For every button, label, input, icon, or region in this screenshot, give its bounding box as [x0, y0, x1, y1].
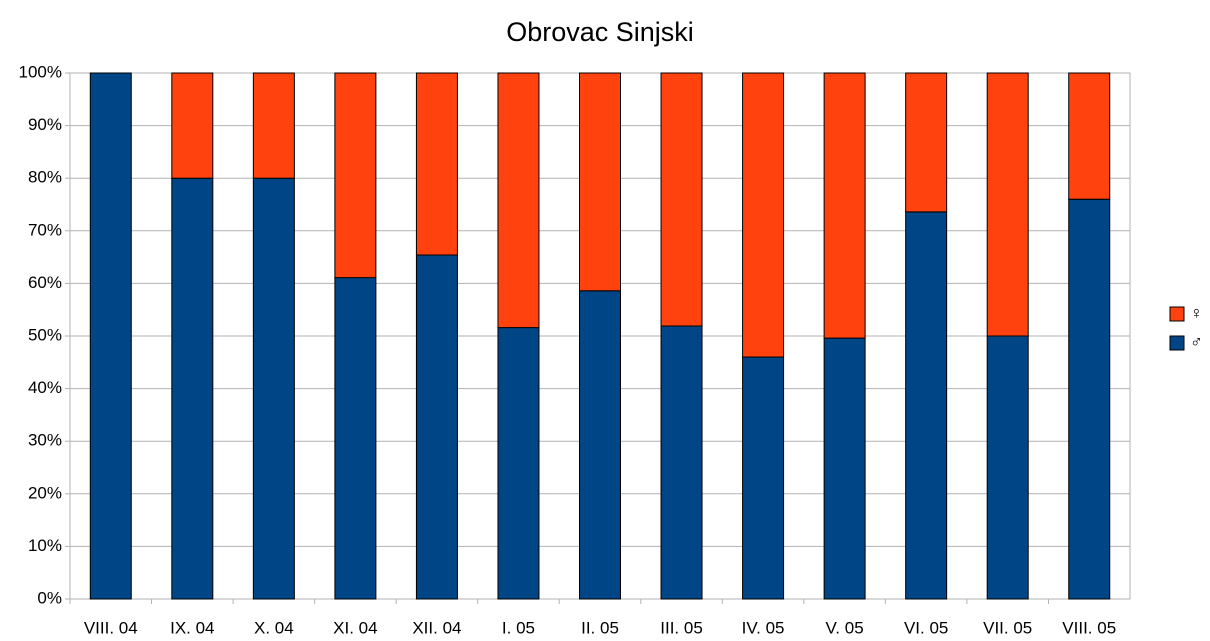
x-tick-label: III. 05 — [660, 618, 703, 637]
bar-segment — [580, 73, 621, 291]
x-tick-label: VIII. 05 — [1062, 618, 1116, 637]
legend-swatch — [1170, 336, 1184, 350]
x-tick-label: VII. 05 — [983, 618, 1032, 637]
legend-label: ♂ — [1190, 332, 1203, 351]
bar-segment — [824, 338, 865, 599]
x-tick-label: XI. 04 — [333, 618, 377, 637]
x-tick-label: VI. 05 — [904, 618, 948, 637]
legend-label: ♀ — [1190, 303, 1203, 322]
y-tick-label: 0% — [37, 588, 62, 607]
x-tick-label: XII. 04 — [412, 618, 461, 637]
bar-segment — [906, 73, 947, 212]
y-tick-label: 20% — [28, 483, 62, 502]
bar-segment — [416, 73, 457, 255]
legend-swatch — [1170, 307, 1184, 321]
bar-segment — [172, 178, 213, 599]
y-tick-label: 100% — [19, 62, 62, 81]
bar-segment — [90, 73, 131, 599]
bar-segment — [906, 212, 947, 599]
y-tick-label: 50% — [28, 325, 62, 344]
y-tick-label: 30% — [28, 431, 62, 450]
y-tick-label: 90% — [28, 115, 62, 134]
bar-segment — [335, 278, 376, 599]
y-tick-label: 60% — [28, 273, 62, 292]
bar-segment — [661, 73, 702, 326]
x-tick-label: I. 05 — [502, 618, 535, 637]
x-tick-label: II. 05 — [581, 618, 619, 637]
bar-segment — [172, 73, 213, 178]
bar-segment — [661, 326, 702, 599]
x-tick-label: X. 04 — [254, 618, 294, 637]
bar-segment — [743, 357, 784, 599]
y-tick-label: 70% — [28, 220, 62, 239]
bar-segment — [1069, 73, 1110, 199]
bar-segment — [498, 328, 539, 599]
bar-segment — [987, 336, 1028, 599]
x-tick-label: IX. 04 — [170, 618, 214, 637]
bar-segment — [498, 73, 539, 328]
x-tick-label: IV. 05 — [742, 618, 785, 637]
y-tick-label: 10% — [28, 536, 62, 555]
bar-segment — [743, 73, 784, 357]
bar-segment — [1069, 199, 1110, 599]
bar-segment — [987, 73, 1028, 336]
bar-segment — [580, 291, 621, 599]
x-tick-label: V. 05 — [826, 618, 864, 637]
x-tick-label: VIII. 04 — [84, 618, 138, 637]
bar-segment — [253, 73, 294, 178]
y-tick-label: 40% — [28, 378, 62, 397]
bar-segment — [335, 73, 376, 278]
chart-title: Obrovac Sinjski — [506, 17, 694, 47]
bar-segment — [824, 73, 865, 338]
y-tick-label: 80% — [28, 168, 62, 187]
bar-segment — [253, 178, 294, 599]
bar-segment — [416, 255, 457, 599]
